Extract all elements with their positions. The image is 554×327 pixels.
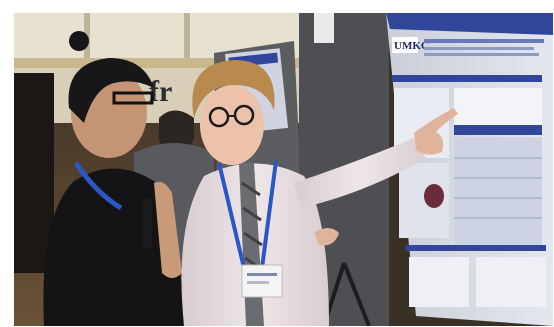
banner-text: fr [149,75,172,108]
presenter-face [200,85,264,165]
visitor-hair [68,58,154,123]
ceiling-beam [14,58,344,68]
poster-table [454,137,542,247]
presenter-left-hand [314,228,339,246]
photo-scene: fr UMKC [14,13,553,326]
poster-title-bar [386,13,553,35]
presenter-hair [192,60,275,118]
poster-logo-text: UMKC [394,40,429,52]
board-note [314,13,334,43]
presenter-hand [414,108,458,155]
visitor-hair-bun [69,31,89,51]
presenter-pointing-arm [294,138,426,208]
visitor-lanyard [73,161,123,211]
visitor-glasses [112,91,154,105]
visitor-arm [154,181,182,278]
left-dark-column [14,73,54,273]
presenter-lanyard [217,160,278,269]
poster-molecule-figure [424,184,444,208]
poster-logo [392,37,418,53]
photograph: fr UMKC [14,13,553,326]
background-person-head [159,110,194,151]
poster-section-bar [392,75,542,82]
